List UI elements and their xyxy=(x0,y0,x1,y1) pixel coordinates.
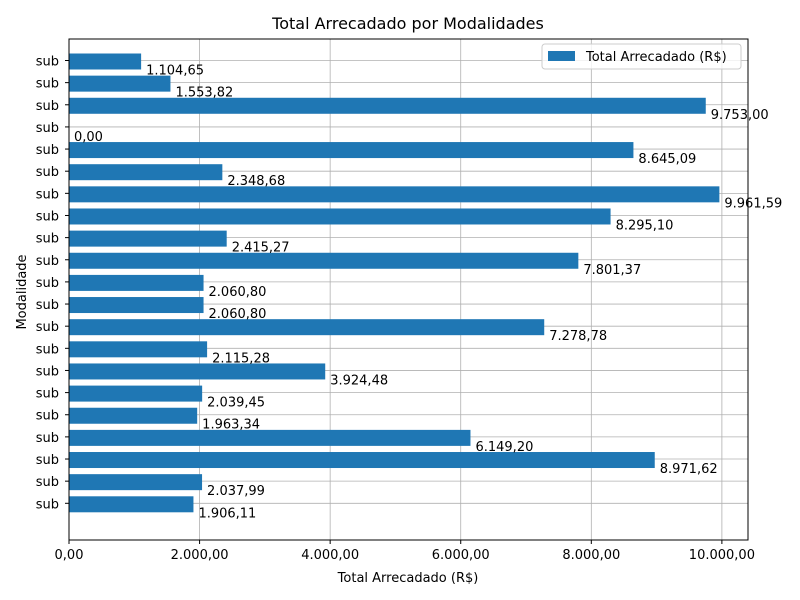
y-tick-label: sub xyxy=(36,121,59,136)
y-tick-label: sub xyxy=(36,364,59,379)
bar-value-label: 1.963,34 xyxy=(202,418,260,433)
bar-value-label: 6.149,20 xyxy=(475,440,533,455)
y-tick-label: sub xyxy=(36,187,59,202)
bar xyxy=(69,319,545,336)
bar xyxy=(69,208,611,225)
chart-title: Total Arrecadado por Modalidades xyxy=(271,14,544,33)
bar-value-label: 1.906,11 xyxy=(198,506,256,521)
y-tick-label: sub xyxy=(36,387,59,402)
x-axis-title: Total Arrecadado (R$) xyxy=(337,571,479,586)
y-tick-label: sub xyxy=(36,497,59,512)
y-tick-label: sub xyxy=(36,55,59,70)
bar xyxy=(69,297,204,314)
bar-value-label: 3.924,48 xyxy=(330,373,388,388)
y-axis-title: Modalidade xyxy=(15,254,30,329)
bar-value-label: 1.104,65 xyxy=(146,64,204,79)
y-tick-label: sub xyxy=(36,320,59,335)
bar xyxy=(69,75,171,92)
bar-value-label: 2.037,99 xyxy=(207,484,265,499)
legend-label: Total Arrecadado (R$) xyxy=(585,50,727,65)
bar-value-label: 1.553,82 xyxy=(175,86,233,101)
bar-value-label: 2.060,80 xyxy=(209,307,267,322)
legend-swatch xyxy=(548,51,575,61)
x-tick-label: 10.000,00 xyxy=(689,548,755,563)
y-tick-label: sub xyxy=(36,209,59,224)
x-tick-label: 0,00 xyxy=(55,548,84,563)
bar xyxy=(69,429,471,446)
y-tick-label: sub xyxy=(36,453,59,468)
y-tick-label: sub xyxy=(36,232,59,247)
bar xyxy=(69,452,655,469)
bar-value-label: 2.348,68 xyxy=(227,174,285,189)
bar xyxy=(69,142,634,159)
bar-value-label: 8.645,09 xyxy=(638,152,696,167)
y-tick-label: sub xyxy=(36,431,59,446)
legend: Total Arrecadado (R$) xyxy=(541,43,742,70)
y-tick-label: sub xyxy=(36,165,59,180)
bar-labels: 1.104,65 1.553,82 9.753,00 0,00 8.645,09 2.34… xyxy=(74,64,782,522)
bar-value-label: 2.060,80 xyxy=(209,285,267,300)
x-tick-label: 4.000,00 xyxy=(301,548,359,563)
x-tick-label: 6.000,00 xyxy=(432,548,490,563)
bar xyxy=(69,341,208,358)
bar xyxy=(69,363,326,380)
y-tick-label: sub xyxy=(36,409,59,424)
bar xyxy=(69,496,194,513)
y-tick-label: sub xyxy=(36,254,59,269)
bar-value-label: 2.115,28 xyxy=(212,351,270,366)
bar-value-label: 0,00 xyxy=(74,130,103,145)
y-tick-label: sub xyxy=(36,298,59,313)
y-tick-label: sub xyxy=(36,342,59,357)
y-tick-label: sub xyxy=(36,276,59,291)
bar-value-label: 8.971,62 xyxy=(660,462,718,477)
bar-value-label: 7.278,78 xyxy=(549,329,607,344)
bar-value-label: 2.039,45 xyxy=(207,396,265,411)
bar-value-label: 8.295,10 xyxy=(616,218,674,233)
x-tick-label: 8.000,00 xyxy=(562,548,620,563)
bar xyxy=(69,230,227,247)
x-axis-ticks: 0,00 2.000,00 4.000,00 6.000,00 8.000,00 10.0… xyxy=(55,540,755,563)
bar xyxy=(69,474,203,491)
bar xyxy=(69,97,706,114)
bar-value-label: 9.753,00 xyxy=(711,108,769,123)
bar xyxy=(69,407,198,424)
bar xyxy=(69,274,204,291)
y-tick-label: sub xyxy=(36,77,59,92)
bar xyxy=(69,252,579,269)
bar xyxy=(69,186,720,203)
bar xyxy=(69,53,142,70)
y-tick-label: sub xyxy=(36,475,59,490)
y-axis-ticks: sub sub sub sub sub sub sub sub sub sub sub sub sub s… xyxy=(36,55,69,512)
bars xyxy=(69,53,720,513)
y-tick-label: sub xyxy=(36,99,59,114)
bar-value-label: 2.415,27 xyxy=(232,241,290,256)
bar-value-label: 7.801,37 xyxy=(583,263,641,278)
bar-value-label: 9.961,59 xyxy=(724,196,782,211)
bar xyxy=(69,164,223,181)
bar xyxy=(69,385,203,402)
legend-box xyxy=(541,43,742,70)
plot-frame xyxy=(68,38,749,541)
y-tick-label: sub xyxy=(36,143,59,158)
x-tick-label: 2.000,00 xyxy=(171,548,229,563)
